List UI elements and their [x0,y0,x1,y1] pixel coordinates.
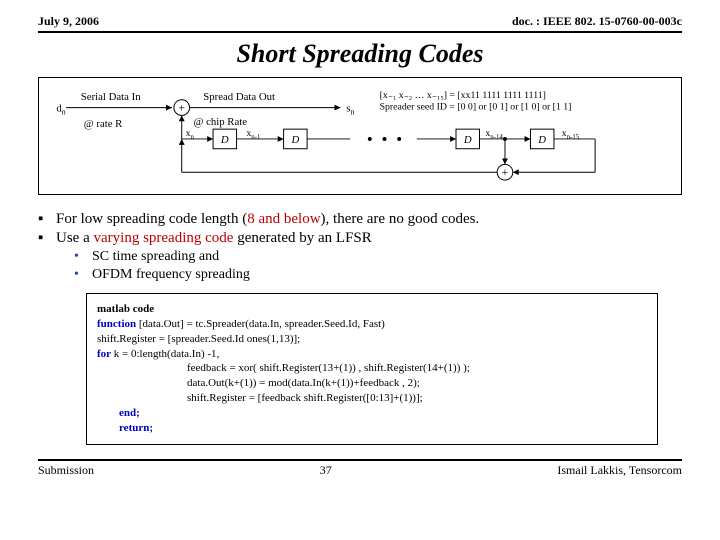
tap-xn15: xn-15 [562,128,580,141]
bullet-2-pre: Use a [56,230,94,246]
code-l5: data.Out(k+(1)) = mod(data.In(k+(1))+fee… [97,376,647,391]
rate-label: @ rate R [84,118,123,130]
footer-page: 37 [320,463,332,478]
tap-xn14: xn-14 [485,128,503,141]
header-doc: doc. : IEEE 802. 15-0760-00-003c [512,14,682,29]
spread-out-label: Spread Data Out [203,91,275,103]
bullet-4-text: OFDM frequency spreading [92,267,250,283]
square-bullet-icon: ▪ [38,211,56,228]
kw-function: function [97,318,136,330]
header-rule [38,31,682,33]
adder1-plus: + [178,102,185,115]
lfsr-diagram: Serial Data In dn @ rate R + Spread Data… [38,77,682,195]
kw-for: for [97,348,111,360]
footer-rule [38,459,682,461]
code-title: matlab code [97,302,647,317]
code-l3b: k = 0:length(data.In) -1, [111,348,219,360]
d-box-3: D [463,134,472,146]
kw-end: end; [97,406,647,421]
bullet-2: ▪ Use a varying spreading code generated… [38,230,682,247]
code-l4: feedback = xor( shift.Register(13+(1)) ,… [97,361,647,376]
adder2-plus: + [502,166,509,179]
slide-title: Short Spreading Codes [38,39,682,69]
code-l1b: [data.Out] = tc.Spreader(data.In, spread… [136,318,385,330]
square-bullet-icon: ▪ [38,230,56,247]
header-date: July 9, 2006 [38,14,99,29]
d-box-2: D [290,134,299,146]
bullet-3-text: SC time spreading and [92,249,219,265]
tap-xn: xn [186,128,195,141]
bullet-1-post: ), there are no good codes. [321,211,480,227]
matlab-code-box: matlab code function [data.Out] = tc.Spr… [86,293,658,445]
sn-label: sn [346,103,354,117]
bullet-list: ▪ For low spreading code length (8 and b… [38,211,682,283]
bullet-1-red: 8 and below [247,211,320,227]
dn-label: dn [56,103,65,117]
chip-rate-label: @ chip Rate [193,116,247,128]
footer-right: Ismail Lakkis, Tensorcom [557,463,682,478]
header-row: July 9, 2006 doc. : IEEE 802. 15-0760-00… [38,14,682,29]
code-l2: shift.Register = [spreader.Seed.Id ones(… [97,332,647,347]
footer-row: Submission 37 Ismail Lakkis, Tensorcom [38,463,682,478]
seed-line2: Spreader seed ID = [0 0] or [0 1] or [1 … [380,102,572,113]
bullet-1: ▪ For low spreading code length (8 and b… [38,211,682,228]
tap-xn1: xn-1 [246,128,261,141]
lfsr-svg: Serial Data In dn @ rate R + Spread Data… [49,88,671,184]
bullet-3: • SC time spreading and [74,249,682,265]
slide-page: July 9, 2006 doc. : IEEE 802. 15-0760-00… [0,0,720,478]
kw-return: return; [97,421,647,436]
code-l6: shift.Register = [feedback shift.Registe… [97,391,647,406]
bullet-1-pre: For low spreading code length ( [56,211,247,227]
bullet-4: • OFDM frequency spreading [74,267,682,283]
bullet-2-post: generated by an LFSR [233,230,371,246]
bullet-2-red: varying spreading code [94,230,234,246]
dot-bullet-icon: • [74,249,92,265]
seed-line1: [x₋₁ x₋₂ … x₋₁₅] = [xx11 1111 1111 1111] [380,90,546,101]
footer-left: Submission [38,463,94,478]
serial-in-label: Serial Data In [81,91,141,103]
dot-bullet-icon: • [74,267,92,283]
d-box-1: D [220,134,229,146]
d-box-4: D [537,134,546,146]
